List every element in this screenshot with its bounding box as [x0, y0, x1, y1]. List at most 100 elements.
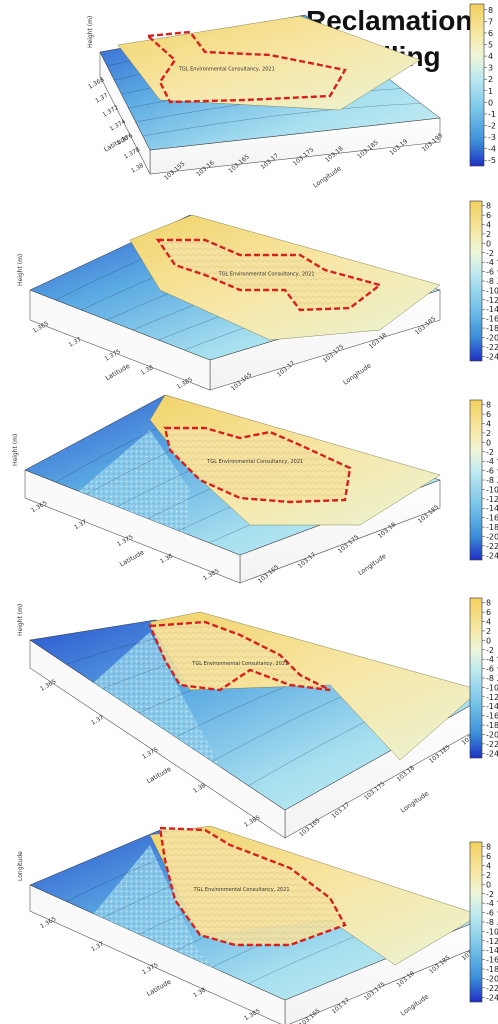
colorbar-tick-label: -3: [488, 133, 496, 142]
colorbar-tick-label: -10: [486, 286, 498, 295]
colorbar-tick-label: 4: [486, 221, 491, 230]
y-tick-label: 1.375: [141, 961, 160, 976]
reclamation-boundary: [148, 620, 331, 692]
colorbar-tick-label: -6: [486, 268, 494, 277]
colorbar-tick-label: -12: [486, 495, 498, 504]
terrain-panel-2: TGL Environmental Consultancy, 2021103.1…: [17, 200, 498, 393]
y-tick-label: 1.374: [109, 118, 128, 133]
colorbar-tick-label: -24: [486, 551, 498, 560]
y-tick-label: 1.368: [87, 76, 106, 91]
colorbar-tick-label: -20: [486, 974, 498, 983]
colorbar-tick-label: -14: [486, 946, 498, 955]
colorbar-tick-label: -20: [486, 333, 498, 342]
colorbar-tick-label: -16: [486, 712, 498, 721]
colorbar-tick-label: -22: [486, 984, 498, 993]
colorbar-tick-label: 2: [486, 230, 491, 239]
y-tick-label: 1.37: [94, 92, 109, 105]
x-axis-label: Longitude: [312, 165, 343, 190]
y-tick-label: 1.378: [123, 146, 142, 161]
y-tick-label: 1.365: [32, 320, 51, 335]
colorbar-tick-label: -22: [486, 542, 498, 551]
colorbar: [469, 597, 483, 759]
colorbar-tick-label: -2: [486, 448, 494, 457]
reclamation-boundary: [158, 826, 347, 947]
y-tick-label: 1.375: [116, 533, 135, 548]
colorbar-tick-label: 2: [488, 75, 493, 84]
colorbar-tick-label: -18: [486, 965, 498, 974]
colorbar-tick-label: -16: [486, 514, 498, 523]
panels-container: TGL Environmental Consultancy, 2021103.1…: [12, 3, 498, 1024]
y-axis-label: Latitude: [104, 362, 131, 382]
y-tick-label: 1.375: [104, 348, 123, 363]
colorbar-tick-label: -22: [486, 343, 498, 352]
y-tick-label: 1.385: [202, 567, 221, 582]
colorbar-tick-label: 0: [488, 98, 493, 107]
y-tick-label: 1.385: [243, 1007, 262, 1022]
colorbar-tick-label: 6: [486, 410, 491, 419]
colorbar-tick-label: -12: [486, 296, 498, 305]
colorbar-tick-label: 4: [486, 420, 491, 429]
colorbar-tick-label: 8: [488, 6, 493, 15]
y-tick-label: 1.375: [141, 746, 160, 761]
colorbar-tick-label: -12: [486, 937, 498, 946]
colorbar-tick-label: -5: [488, 156, 496, 165]
colorbar-tick-label: 0: [486, 438, 491, 447]
watermark-text: TGL Environmental Consultancy, 2021: [218, 272, 315, 278]
y-tick-label: 1.385: [243, 814, 262, 829]
y-axis-label: Latitude: [145, 978, 172, 998]
colorbar: [469, 200, 483, 362]
colorbar-tick-label: -10: [486, 683, 498, 692]
colorbar-tick-label: -20: [486, 730, 498, 739]
colorbar-tick-label: -8: [486, 277, 494, 286]
x-axis-label: Longitude: [399, 993, 430, 1018]
colorbar-tick-label: -1: [488, 110, 496, 119]
colorbar-tick-label: 8: [486, 401, 491, 410]
colorbar-tick-label: 0: [486, 880, 491, 889]
colorbar-tick-label: 2: [486, 627, 491, 636]
colorbar-tick-label: 4: [486, 618, 491, 627]
reclamation-boundary: [163, 426, 352, 504]
colorbar-tick-label: -14: [486, 305, 498, 314]
watermark-text: TGL Environmental Consultancy, 2021: [178, 67, 275, 73]
colorbar-tick-label: -24: [486, 352, 498, 361]
watermark-text: TGL Environmental Consultancy, 2021: [191, 661, 288, 667]
y-tick-label: 1.365: [39, 915, 58, 930]
colorbar-tick-label: 6: [486, 852, 491, 861]
colorbar-tick-label: -2: [486, 249, 494, 258]
colorbar-tick-label: -18: [486, 324, 498, 333]
colorbar-tick-label: 1: [488, 87, 493, 96]
colorbar-tick-label: 2: [486, 871, 491, 880]
colorbar-tick-label: -6: [486, 909, 494, 918]
reclamation-boundary: [155, 238, 383, 312]
y-axis-label: Latitude: [118, 548, 145, 568]
y-tick-label: 1.38: [130, 162, 145, 175]
colorbar-tick-label: -4: [486, 457, 494, 466]
reclamation-fill: [150, 622, 330, 690]
colorbar-tick-label: -14: [486, 702, 498, 711]
colorbar-tick-label: -18: [486, 721, 498, 730]
colorbar-tick-label: -22: [486, 740, 498, 749]
watermark-text: TGL Environmental Consultancy, 2021: [193, 887, 290, 893]
colorbar-tick-label: -4: [486, 899, 494, 908]
colorbar-tick-label: -14: [486, 504, 498, 513]
reclamation-fill: [165, 428, 350, 502]
colorbar-tick-label: 2: [486, 429, 491, 438]
colorbar-tick-label: -8: [486, 918, 494, 927]
y-axis-label: Latitude: [103, 133, 130, 153]
z-axis-label: Height (m): [12, 434, 19, 466]
colorbar-tick-label: -10: [486, 485, 498, 494]
land-surface: [117, 15, 421, 111]
reclamation-boundary: [145, 30, 347, 104]
colorbar-tick-label: -2: [488, 122, 496, 131]
colorbar-tick-label: 6: [486, 608, 491, 617]
colorbar: [469, 841, 483, 1003]
colorbar-tick-label: -12: [486, 693, 498, 702]
terrain-panel-5: TGL Environmental Consultancy, 2021103.1…: [17, 825, 498, 1024]
colorbar-tick-label: 6: [488, 29, 493, 38]
colorbar-tick-label: 0: [486, 239, 491, 248]
colorbar-tick-label: 0: [486, 636, 491, 645]
y-tick-label: 1.365: [30, 499, 49, 514]
colorbar-tick-label: 5: [488, 41, 493, 50]
colorbar-tick-label: 7: [488, 17, 493, 26]
